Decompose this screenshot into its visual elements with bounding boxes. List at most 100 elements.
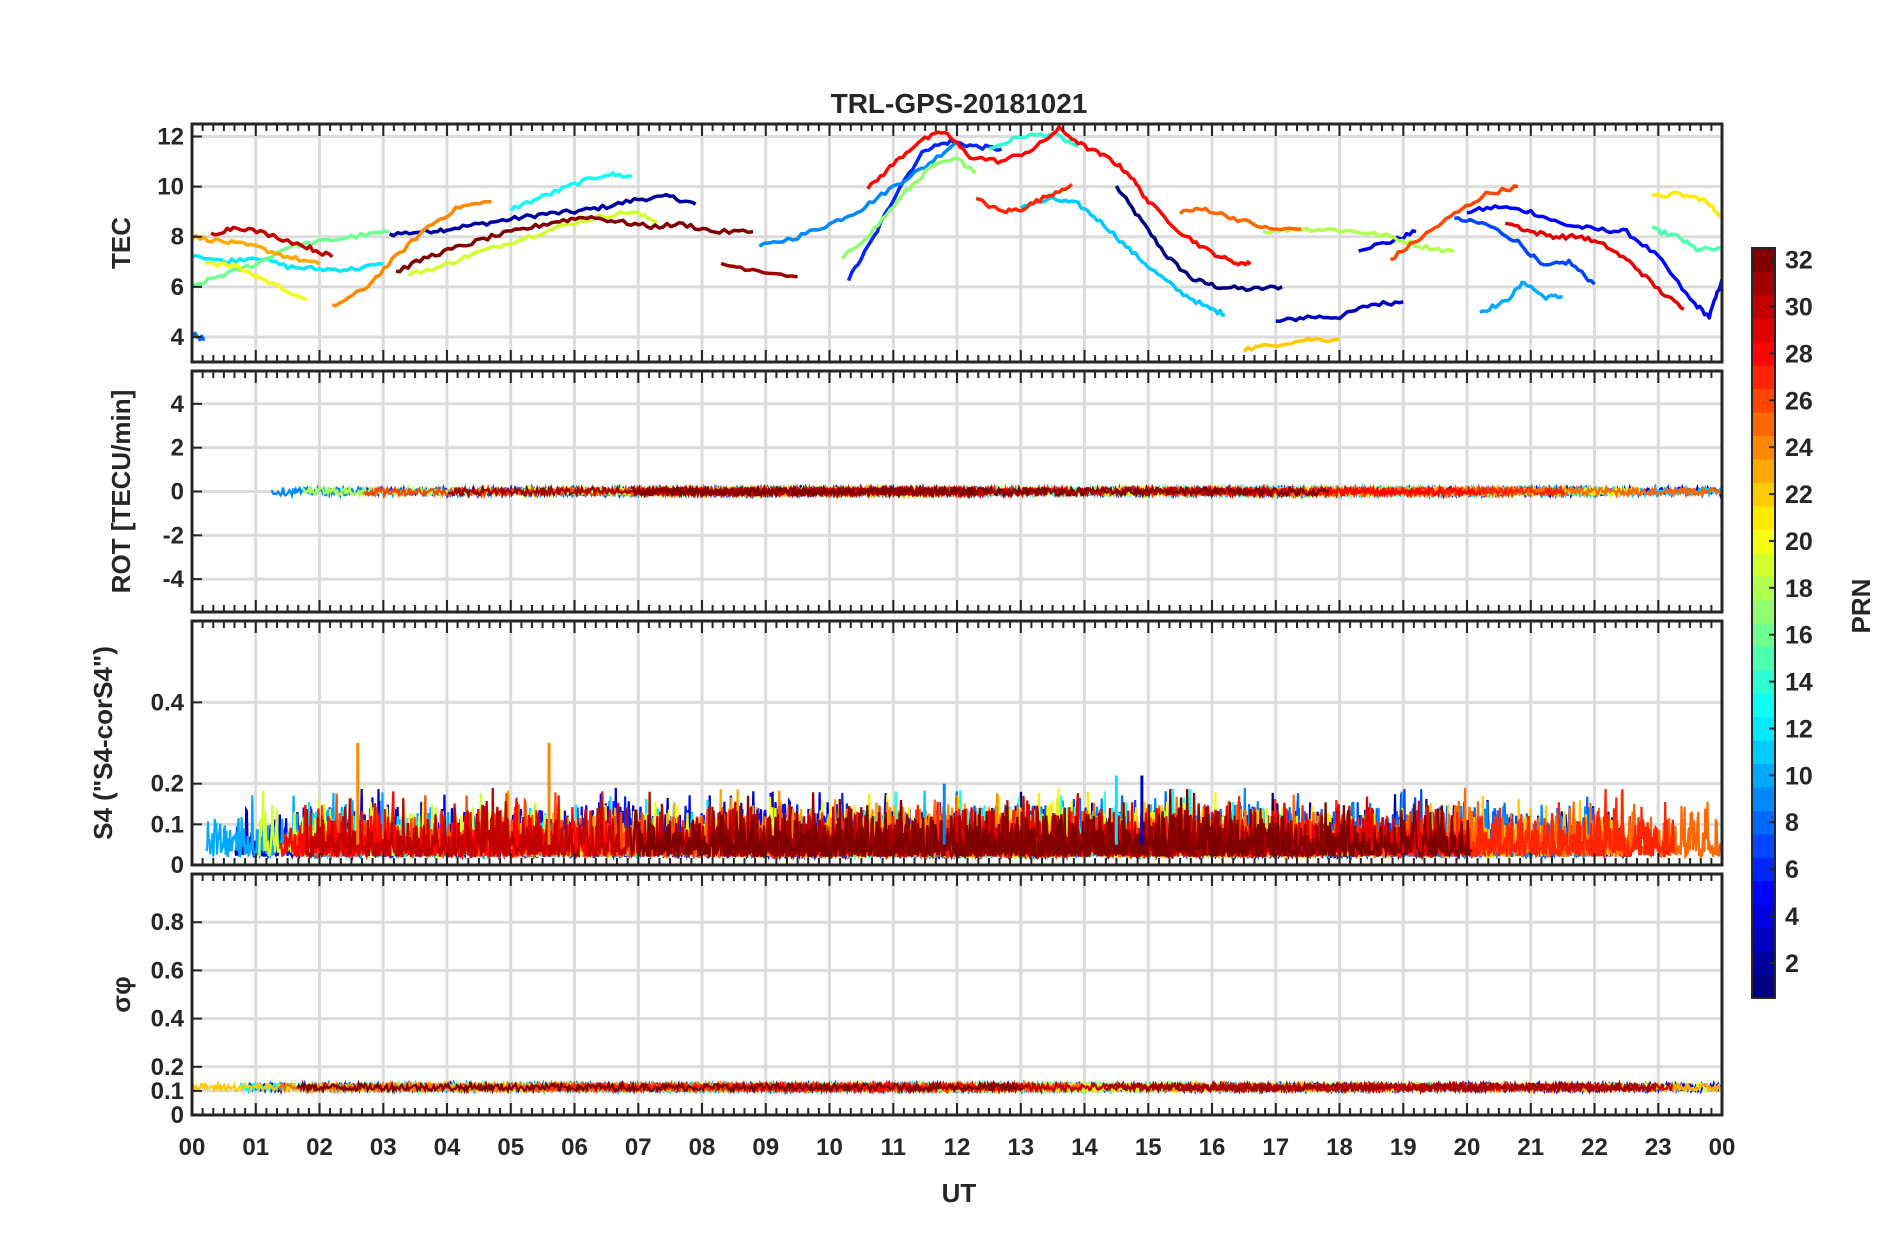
x-tick-label: 00 <box>179 1134 206 1161</box>
colorbar-swatch <box>1752 787 1775 811</box>
colorbar-swatch <box>1752 294 1775 319</box>
tec-series-prn-26 <box>1390 184 1519 262</box>
colorbar-tick-label: 26 <box>1785 387 1813 415</box>
x-tick-label: 10 <box>816 1134 843 1161</box>
x-tick-label: 04 <box>434 1134 461 1161</box>
tec-series-prn-22 <box>1242 336 1340 353</box>
x-tick-label: 09 <box>752 1134 779 1161</box>
tec-series-prn-11 <box>1019 195 1226 317</box>
tec-series-prn-1 <box>1114 185 1283 293</box>
sigma_phi-y-tick-label: 0.1 <box>151 1078 184 1105</box>
x-tick-label: 00 <box>1709 1134 1736 1161</box>
colorbar-tick-label: 4 <box>1785 903 1799 931</box>
colorbar-swatch <box>1752 599 1775 624</box>
sigma_phi-data <box>192 1079 1722 1096</box>
colorbar-swatch <box>1752 576 1775 601</box>
tec-series-prn-5 <box>1466 204 1722 320</box>
x-axis-label: UT <box>942 1178 977 1208</box>
tec-series-prn-17 <box>840 156 977 261</box>
x-tick-label: 01 <box>242 1134 269 1161</box>
colorbar-swatch <box>1752 904 1775 929</box>
x-tick-label: 06 <box>561 1134 588 1161</box>
colorbar-tick-label: 30 <box>1785 294 1813 322</box>
colorbar-swatch <box>1752 552 1775 577</box>
colorbar-swatch <box>1752 482 1775 507</box>
tec-series-prn-31 <box>720 261 798 279</box>
colorbar-swatch <box>1752 740 1775 765</box>
tec-series-prn-21 <box>1651 190 1722 219</box>
tec-data <box>192 125 1722 353</box>
panel-tec: 4 6 8 10 12 TEC <box>106 122 1724 364</box>
rot-series-prn-32 <box>631 483 1330 500</box>
s4-y-label: S4 ("S4-corS4") <box>88 646 118 840</box>
colorbar-swatch <box>1752 646 1775 671</box>
colorbar-swatch <box>1752 927 1775 952</box>
tec-series-prn-14 <box>988 131 1079 151</box>
panel-rot: -4 -2 0 2 4 ROT [TECU/min] <box>106 369 1724 614</box>
colorbar-tick-label: 20 <box>1785 528 1813 556</box>
tec-series-prn-25 <box>1178 206 1302 232</box>
tec-series-prn-2 <box>388 192 697 238</box>
colorbar-swatch <box>1752 271 1775 296</box>
x-tick-label: 22 <box>1581 1134 1608 1161</box>
x-tick-label: 05 <box>497 1134 524 1161</box>
tec-y-tick-label: 4 <box>171 324 185 351</box>
sigma-series-prn-32 <box>296 1079 1024 1095</box>
x-tick-label: 16 <box>1199 1134 1226 1161</box>
tec-series-prn-4 <box>1358 229 1417 253</box>
x-tick-label: 14 <box>1071 1134 1098 1161</box>
x-tick-label: 19 <box>1390 1134 1417 1161</box>
colorbar-swatch <box>1752 693 1775 718</box>
rot-y-tick-label: -4 <box>163 566 185 593</box>
colorbar-tick-label: 10 <box>1785 762 1813 790</box>
colorbar-swatch <box>1752 505 1775 530</box>
x-tick-label: 07 <box>625 1134 652 1161</box>
colorbar-swatch <box>1752 669 1775 694</box>
s4-y-tick-label: 0.2 <box>151 771 184 798</box>
s4-series-prn-32 <box>628 788 1473 861</box>
s4-y-tick-label: 0.1 <box>151 811 184 838</box>
sigma_phi-y-tick-label: 0.4 <box>151 1006 185 1033</box>
colorbar-swatch <box>1752 833 1775 858</box>
colorbar-swatch <box>1752 623 1775 647</box>
colorbar-swatch <box>1752 810 1775 835</box>
rot-x-ticks <box>191 371 1723 612</box>
tec-series-prn-23 <box>192 233 321 266</box>
colorbar-tick-label: 8 <box>1785 809 1799 837</box>
sigma_phi-y-tick-label: 0.8 <box>151 909 184 936</box>
x-tick-label: 21 <box>1517 1134 1544 1161</box>
colorbar-swatch <box>1752 365 1775 390</box>
colorbar-swatch <box>1752 974 1775 999</box>
tec-series-prn-20 <box>204 260 308 302</box>
tec-series-prn-13 <box>509 171 633 212</box>
x-tick-label: 02 <box>306 1134 333 1161</box>
tec-y-label: TEC <box>106 217 136 269</box>
tec-series-prn-9 <box>758 140 959 248</box>
x-tick-label: 13 <box>1007 1134 1034 1161</box>
x-tick-label: 17 <box>1262 1134 1289 1161</box>
tec-y-tick-label: 6 <box>171 274 184 301</box>
s4-x-ticks <box>191 621 1723 865</box>
tec-series-prn-10 <box>1479 280 1563 314</box>
tec-series-prn-6 <box>846 138 1003 282</box>
colorbar-swatch <box>1752 318 1775 343</box>
tec-series-prn-15 <box>1651 225 1722 253</box>
colorbar-swatch <box>1752 763 1775 788</box>
rot-y-label: ROT [TECU/min] <box>106 390 136 594</box>
sigma-series-prn-31 <box>1104 1079 1657 1095</box>
s4-data <box>205 743 1722 862</box>
colorbar-swatch <box>1752 716 1775 741</box>
rot-y-tick-label: -2 <box>163 522 184 549</box>
rot-y-tick-label: 0 <box>171 479 184 506</box>
x-tick-label: 03 <box>370 1134 397 1161</box>
sigma_phi-y-tick-label: 0.6 <box>151 957 184 984</box>
rot-data <box>270 483 1722 500</box>
tec-series-prn-30 <box>210 225 334 259</box>
colorbar-swatch <box>1752 388 1775 413</box>
x-tick-label: 08 <box>689 1134 716 1161</box>
rot-y-tick-label: 2 <box>171 435 184 462</box>
colorbar-tick-label: 22 <box>1785 481 1813 509</box>
panel-sigma_phi: 00.10.2 0.4 0.6 0.8 σφ <box>106 872 1724 1129</box>
